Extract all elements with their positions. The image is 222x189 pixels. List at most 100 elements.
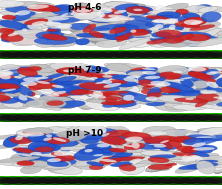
Ellipse shape bbox=[198, 6, 218, 12]
Ellipse shape bbox=[181, 34, 207, 43]
Ellipse shape bbox=[192, 31, 207, 35]
Ellipse shape bbox=[17, 77, 36, 83]
Ellipse shape bbox=[159, 24, 184, 32]
Ellipse shape bbox=[35, 39, 57, 47]
Ellipse shape bbox=[125, 20, 153, 29]
Circle shape bbox=[7, 178, 31, 185]
Ellipse shape bbox=[0, 1, 25, 8]
Ellipse shape bbox=[127, 93, 153, 102]
Ellipse shape bbox=[46, 137, 70, 144]
Ellipse shape bbox=[152, 19, 166, 23]
Ellipse shape bbox=[146, 15, 170, 20]
Ellipse shape bbox=[190, 25, 215, 31]
Ellipse shape bbox=[24, 88, 33, 91]
Ellipse shape bbox=[18, 72, 63, 80]
Circle shape bbox=[0, 52, 19, 59]
Ellipse shape bbox=[82, 70, 93, 72]
Ellipse shape bbox=[54, 23, 86, 29]
Ellipse shape bbox=[0, 100, 18, 109]
Ellipse shape bbox=[27, 134, 54, 142]
Circle shape bbox=[168, 177, 191, 184]
Ellipse shape bbox=[147, 39, 168, 44]
Ellipse shape bbox=[56, 106, 74, 109]
Ellipse shape bbox=[139, 73, 167, 82]
Ellipse shape bbox=[185, 34, 210, 41]
Ellipse shape bbox=[8, 93, 25, 97]
Ellipse shape bbox=[33, 75, 59, 84]
Ellipse shape bbox=[0, 65, 20, 70]
Ellipse shape bbox=[33, 100, 73, 107]
Ellipse shape bbox=[0, 77, 6, 83]
Ellipse shape bbox=[1, 29, 14, 38]
Ellipse shape bbox=[159, 72, 172, 76]
Ellipse shape bbox=[159, 81, 185, 89]
Circle shape bbox=[114, 178, 138, 185]
Ellipse shape bbox=[15, 136, 23, 140]
Ellipse shape bbox=[199, 160, 218, 163]
Ellipse shape bbox=[69, 82, 82, 92]
Ellipse shape bbox=[24, 76, 68, 80]
Ellipse shape bbox=[83, 24, 96, 33]
Ellipse shape bbox=[43, 137, 52, 141]
Ellipse shape bbox=[125, 137, 143, 142]
Circle shape bbox=[179, 114, 203, 120]
Ellipse shape bbox=[36, 40, 76, 47]
Ellipse shape bbox=[0, 68, 18, 80]
Ellipse shape bbox=[40, 74, 63, 77]
Circle shape bbox=[144, 51, 167, 57]
Ellipse shape bbox=[18, 79, 46, 85]
Ellipse shape bbox=[93, 29, 113, 36]
Ellipse shape bbox=[106, 149, 134, 157]
Ellipse shape bbox=[58, 14, 68, 17]
Ellipse shape bbox=[157, 96, 190, 101]
Ellipse shape bbox=[143, 126, 177, 136]
Ellipse shape bbox=[23, 77, 39, 82]
Circle shape bbox=[84, 51, 108, 57]
Ellipse shape bbox=[39, 29, 59, 40]
Ellipse shape bbox=[93, 91, 103, 96]
Ellipse shape bbox=[196, 161, 215, 174]
Ellipse shape bbox=[28, 92, 35, 96]
Ellipse shape bbox=[110, 134, 131, 141]
Text: pH 7-9: pH 7-9 bbox=[67, 66, 101, 75]
Ellipse shape bbox=[67, 85, 89, 96]
Ellipse shape bbox=[28, 142, 56, 152]
Ellipse shape bbox=[43, 19, 74, 27]
Ellipse shape bbox=[195, 156, 222, 165]
Ellipse shape bbox=[113, 25, 139, 32]
Ellipse shape bbox=[188, 38, 222, 47]
Ellipse shape bbox=[71, 65, 97, 74]
Ellipse shape bbox=[70, 146, 82, 151]
Circle shape bbox=[67, 115, 90, 122]
Ellipse shape bbox=[138, 79, 154, 87]
Ellipse shape bbox=[37, 158, 71, 169]
Ellipse shape bbox=[165, 29, 190, 38]
Ellipse shape bbox=[178, 93, 187, 96]
Ellipse shape bbox=[63, 72, 89, 80]
Ellipse shape bbox=[80, 136, 111, 141]
Ellipse shape bbox=[42, 163, 71, 170]
Circle shape bbox=[102, 52, 126, 59]
Ellipse shape bbox=[29, 17, 55, 23]
Ellipse shape bbox=[131, 67, 146, 70]
Ellipse shape bbox=[196, 93, 219, 102]
Ellipse shape bbox=[162, 3, 188, 12]
Ellipse shape bbox=[16, 34, 48, 41]
Ellipse shape bbox=[55, 130, 87, 141]
Ellipse shape bbox=[30, 36, 58, 40]
Ellipse shape bbox=[181, 97, 217, 103]
Ellipse shape bbox=[175, 34, 183, 36]
Ellipse shape bbox=[0, 5, 34, 13]
Circle shape bbox=[0, 178, 19, 185]
Circle shape bbox=[37, 114, 60, 120]
Ellipse shape bbox=[53, 91, 66, 95]
Ellipse shape bbox=[198, 135, 222, 145]
Ellipse shape bbox=[51, 84, 79, 93]
Ellipse shape bbox=[30, 65, 69, 75]
Ellipse shape bbox=[169, 153, 210, 162]
Ellipse shape bbox=[18, 23, 49, 30]
Ellipse shape bbox=[121, 67, 141, 73]
Ellipse shape bbox=[74, 3, 88, 7]
Ellipse shape bbox=[153, 71, 168, 74]
Circle shape bbox=[61, 114, 84, 120]
